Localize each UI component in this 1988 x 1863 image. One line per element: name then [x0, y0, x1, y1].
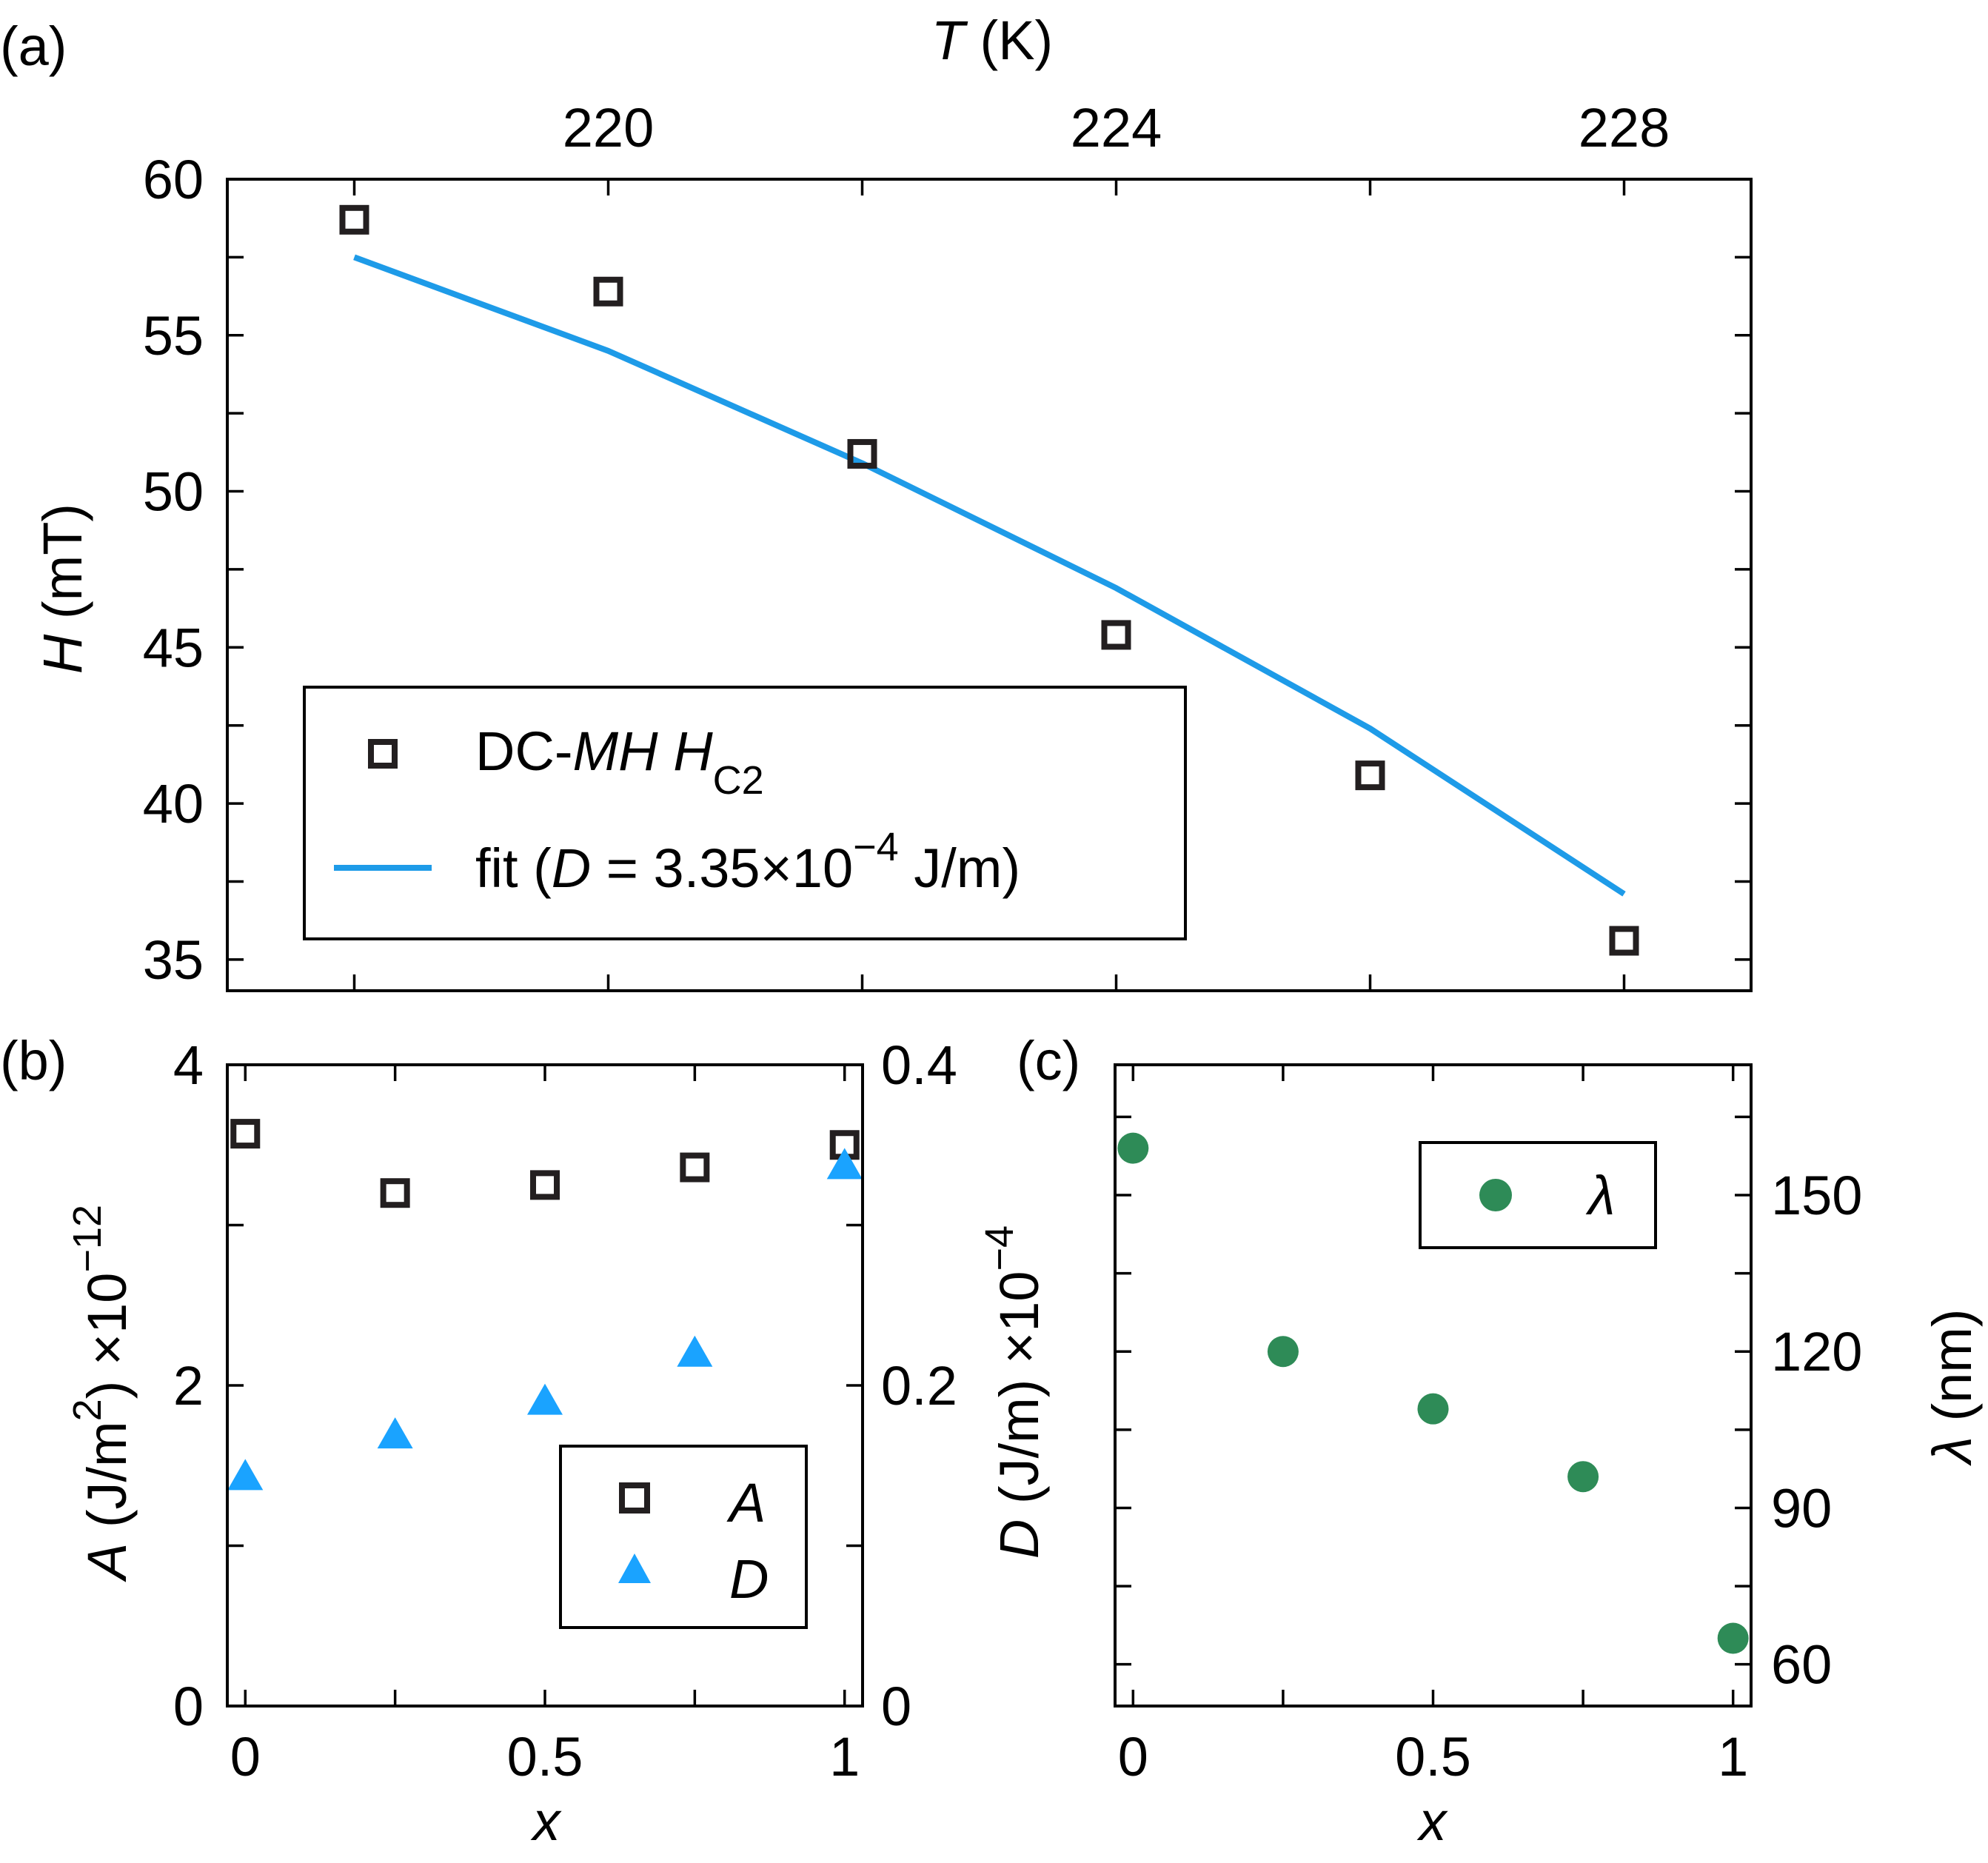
panel-a-legend-entry-hc2: DC-MH HC2 — [475, 720, 764, 803]
panel-a-tick-labels: 220 224 228 35 40 45 50 55 60 — [143, 97, 1670, 991]
panel-a-fit-line — [353, 254, 1626, 897]
panel-b-label: (b) — [0, 1030, 67, 1091]
panel-a-x-tick-label: 228 — [1579, 97, 1670, 158]
panel-b-y-right-tick-label: 0.2 — [881, 1355, 957, 1417]
panel-a-y-axis-label: H (mT) — [32, 504, 93, 674]
panel-a-ticks — [227, 178, 1751, 991]
panel-a-y-tick-label: 35 — [143, 929, 204, 991]
panel-a-legend-square-marker — [368, 739, 398, 769]
panel-c-lambda-point — [1567, 1461, 1599, 1493]
panel-b-legend-triangle-marker — [618, 1553, 651, 1583]
panel-c-x-tick-label: 0 — [1118, 1726, 1148, 1787]
panel-b-ticks — [227, 1063, 863, 1708]
panel-b-legend-square-marker — [619, 1482, 650, 1514]
panel-a-y-tick-label: 50 — [143, 461, 204, 523]
panel-b-y-right-tick-label: 0.4 — [881, 1034, 957, 1096]
panel-a-x-tick-label: 224 — [1071, 97, 1162, 158]
panel-b-x-tick-label: 1 — [829, 1726, 860, 1787]
panel-c-frame — [1114, 1063, 1753, 1708]
panel-a-hc2-point — [1609, 926, 1639, 956]
panel-b-x-tick-label: 0.5 — [507, 1726, 583, 1787]
panel-c-tick-labels: 0 0.5 1 60 90 120 150 — [1118, 1165, 1863, 1787]
panel-b-d-point — [527, 1383, 563, 1415]
panel-a-label: (a) — [0, 16, 67, 77]
panel-c-lambda-point — [1117, 1132, 1149, 1164]
panel-c-x-tick-label: 1 — [1718, 1726, 1748, 1787]
panel-b-y-left-tick-label: 2 — [173, 1355, 204, 1417]
panel-a-hc2-point — [339, 204, 369, 235]
panel-b-legend-entry-a: A — [726, 1472, 766, 1533]
panel-b-x-tick-label: 0 — [230, 1726, 261, 1787]
panel-b-legend-entry-d: D — [729, 1548, 769, 1610]
panel-c-ticks — [1115, 1065, 1751, 1706]
panel-c-y-right-tick-label: 150 — [1771, 1165, 1862, 1226]
panel-b-a-point — [530, 1170, 560, 1200]
panel-b-a-point — [230, 1119, 261, 1149]
panel-b-legend-box — [559, 1445, 808, 1629]
panel-c-lambda-point — [1267, 1336, 1299, 1368]
panel-b-d-point — [227, 1459, 264, 1491]
panel-c-data-points — [1117, 1132, 1749, 1654]
panel-a: (a) T (K) H (mT) 220 224 228 35 40 45 50 55 60 D… — [0, 10, 1753, 992]
panel-b-y-axis-label: A (J/m2) ×10−12 — [65, 1205, 138, 1582]
panel-a-y-tick-label: 55 — [143, 305, 204, 367]
panel-c-right-axis-label: λ (nm) — [1921, 1308, 1983, 1466]
panel-b-legend: A D — [559, 1445, 808, 1629]
panel-a-hc2-point — [1355, 760, 1385, 791]
panel-c-legend: λ — [1419, 1141, 1657, 1249]
panel-a-hc2-point — [593, 276, 623, 307]
panel-a-data-points — [339, 204, 1639, 956]
panel-c-y-right-tick-label: 60 — [1771, 1634, 1832, 1696]
panel-a-hc2-point — [847, 438, 877, 469]
panel-c-legend-box — [1419, 1141, 1657, 1249]
panel-c-y-right-tick-label: 90 — [1771, 1477, 1832, 1539]
panel-b-a-point — [380, 1178, 410, 1208]
panel-c-lambda-point — [1717, 1622, 1749, 1654]
panel-c-x-tick-label: 0.5 — [1395, 1726, 1471, 1787]
panel-c-label: (c) — [1017, 1030, 1080, 1091]
panel-a-frame — [226, 178, 1753, 992]
panel-c: (c) D (J/m) ×10−4 λ (nm) x 0 0.5 1 60 90 120 1… — [977, 1030, 1983, 1852]
panel-b-d-point — [677, 1335, 713, 1367]
panel-b-data-points — [227, 1119, 863, 1491]
panel-b-x-axis-label: x — [531, 1790, 563, 1852]
panel-b-d-point — [377, 1417, 413, 1449]
panel-b-frame — [226, 1063, 864, 1708]
panel-b-y-right-tick-label: 0 — [881, 1676, 911, 1737]
panel-c-legend-circle-marker — [1479, 1179, 1512, 1211]
panel-b-y-left-tick-label: 0 — [173, 1676, 204, 1737]
panel-a-legend-entry-fit: fit (D = 3.35×10−4 J/m) — [475, 825, 1020, 899]
panel-a-y-tick-label: 40 — [143, 773, 204, 834]
panel-a-x-tick-label: 220 — [563, 97, 654, 158]
panel-b-y-left-tick-label: 4 — [173, 1034, 204, 1096]
panel-a-y-tick-label: 60 — [143, 149, 204, 210]
panel-b-d-point — [826, 1148, 863, 1180]
panel-a-y-tick-label: 45 — [143, 617, 204, 678]
panel-b-a-point — [680, 1152, 710, 1183]
panel-a-legend: DC-MH HC2 fit (D = 3.35×10−4 J/m) — [303, 686, 1187, 940]
panel-c-y-right-tick-label: 120 — [1771, 1321, 1862, 1382]
panel-a-legend-box — [303, 686, 1187, 940]
panel-a-hc2-point — [1101, 620, 1131, 650]
panel-c-y-axis-label: D (J/m) ×10−4 — [977, 1225, 1050, 1559]
panel-a-x-axis-label: T (K) — [931, 10, 1053, 71]
panel-c-legend-entry-lambda: λ — [1585, 1165, 1615, 1226]
panel-c-lambda-point — [1417, 1393, 1449, 1425]
panel-c-x-axis-label: x — [1417, 1790, 1449, 1852]
